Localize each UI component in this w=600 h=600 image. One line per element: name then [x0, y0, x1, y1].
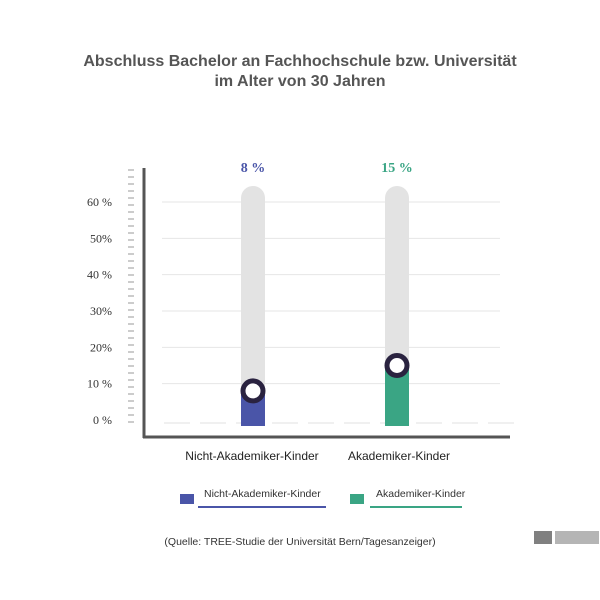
decorative-block-light — [555, 531, 599, 544]
legend-swatch-akademiker — [350, 494, 364, 504]
decorative-block-dark — [534, 531, 552, 544]
bar-marker-0 — [240, 378, 266, 404]
chart-title-line-1: Abschluss Bachelor an Fachhochschule bzw… — [83, 53, 517, 70]
legend-swatch-nicht-akademiker — [180, 494, 194, 504]
y-tick-label-50: 50% — [90, 231, 112, 245]
legend-underline-nicht-akademiker — [198, 506, 326, 508]
value-label-0: 8 % — [241, 161, 266, 176]
bar-marker-1 — [384, 353, 410, 378]
chart-title: Abschluss Bachelor an Fachhochschule bzw… — [0, 52, 600, 92]
y-tick-label-40: 40 % — [87, 268, 112, 282]
chart-title-line-2: im Alter von 30 Jahren — [214, 73, 386, 90]
y-tick-label-0: 0 % — [93, 413, 112, 427]
y-tick-label-60: 60 % — [87, 195, 112, 209]
bar-track-0 — [241, 186, 265, 426]
category-label-1: Akademiker-Kinder — [348, 449, 450, 463]
y-tick-label-10: 10 % — [87, 377, 112, 391]
category-label-0: Nicht-Akademiker-Kinder — [185, 449, 318, 463]
legend-underline-akademiker — [370, 506, 462, 508]
legend-label-nicht-akademiker: Nicht-Akademiker-Kinder — [204, 488, 321, 500]
value-label-1: 15 % — [381, 161, 413, 176]
y-tick-label-20: 20% — [90, 340, 112, 354]
y-tick-label-30: 30% — [90, 304, 112, 318]
legend-label-akademiker: Akademiker-Kinder — [376, 488, 466, 500]
source-note: (Quelle: TREE-Studie der Universität Ber… — [164, 536, 436, 548]
